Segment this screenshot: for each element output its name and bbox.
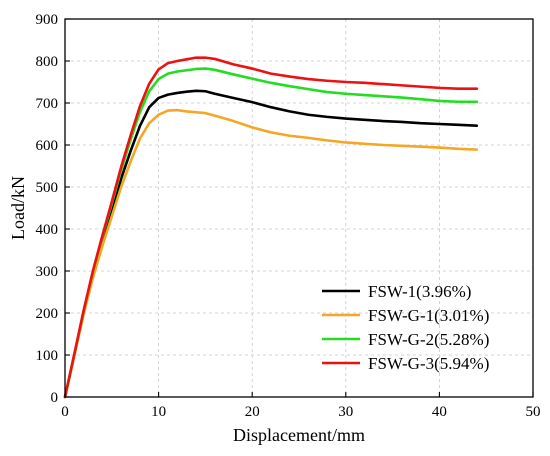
x-tick-label: 20	[245, 404, 260, 420]
y-tick-label: 800	[36, 54, 59, 70]
x-tick-label: 10	[151, 404, 166, 420]
axis-ticks	[64, 18, 534, 398]
legend-item: FSW-G-1(3.01%)	[322, 306, 489, 325]
y-tick-label: 500	[36, 180, 59, 196]
y-tick-label: 200	[36, 306, 59, 322]
legend-item: FSW-G-2(5.28%)	[322, 330, 489, 349]
y-tick-label: 100	[36, 348, 59, 364]
legend-label: FSW-G-2(5.28%)	[368, 330, 489, 349]
y-tick-label: 300	[36, 264, 59, 280]
series-line-4	[63, 56, 479, 399]
x-tick-label: 30	[338, 404, 353, 420]
x-axis-tick-labels: 0 10 20 30 40 50	[61, 404, 540, 420]
plot-lines	[63, 56, 479, 399]
y-tick-label: 900	[36, 12, 59, 28]
y-tick-label: 400	[36, 222, 59, 238]
legend-label: FSW-G-3(5.94%)	[368, 354, 489, 373]
y-tick-label: 700	[36, 96, 59, 112]
x-tick-label: 0	[61, 404, 69, 420]
legend: FSW-1(3.96%) FSW-G-1(3.01%) FSW-G-2(5.28%)…	[322, 282, 489, 373]
x-tick-label: 40	[432, 404, 447, 420]
y-axis-tick-labels: 0 100 200 300 400 500 600 700 800 900	[36, 12, 59, 406]
legend-item: FSW-G-3(5.94%)	[322, 354, 489, 373]
plot-frame	[64, 18, 534, 398]
y-axis-title: Load/kN	[8, 176, 28, 240]
legend-label: FSW-G-1(3.01%)	[368, 306, 489, 325]
y-tick-label: 600	[36, 138, 59, 154]
y-tick-label: 0	[51, 390, 59, 406]
series-line-2	[63, 108, 479, 399]
legend-item: FSW-1(3.96%)	[322, 282, 471, 301]
legend-label: FSW-1(3.96%)	[368, 282, 471, 301]
x-tick-label: 50	[526, 404, 541, 420]
series-line-1	[63, 89, 479, 399]
x-axis-title: Displacement/mm	[233, 425, 365, 445]
